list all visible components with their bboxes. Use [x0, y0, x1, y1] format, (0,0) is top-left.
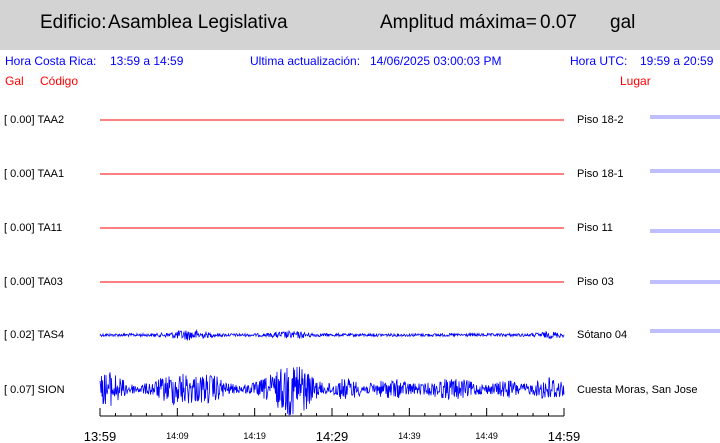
header-bar: Edificio: Asamblea Legislativa Amplitud … [0, 0, 720, 50]
side-marker [650, 115, 720, 119]
row-label-tas4: [ 0.02] TAS4 [4, 329, 65, 341]
amplitude-value: 0.07 [540, 12, 577, 33]
trace-sion [99, 366, 565, 416]
side-marker [650, 169, 720, 173]
amplitude-label: Amplitud máxima= [380, 12, 537, 33]
utc-time-range: 19:59 a 20:59 [640, 54, 714, 68]
x-tick-label-minor: 14:39 [398, 431, 421, 441]
update-label: Ultima actualización: [250, 54, 361, 68]
building-name: Asamblea Legislativa [108, 12, 288, 33]
row-label-taa2: [ 0.00] TAA2 [4, 114, 65, 126]
row-place-ta03: Piso 03 [577, 276, 614, 288]
x-tick-label-minor: 14:19 [243, 431, 266, 441]
side-marker [650, 329, 720, 333]
row-label-sion: [ 0.07] SION [4, 384, 65, 396]
row-label-ta11: [ 0.00] TA11 [4, 222, 63, 234]
row-place-tas4: Sótano 04 [577, 329, 628, 341]
x-tick-label-major: 13:59 [84, 429, 117, 443]
side-marker [650, 229, 720, 233]
row-label-ta03: [ 0.00] TA03 [4, 276, 63, 288]
x-tick-label-minor: 14:49 [475, 431, 498, 441]
row-place-taa1: Piso 18-1 [577, 168, 624, 180]
x-tick-label-major: 14:29 [316, 429, 349, 443]
x-tick-label-minor: 14:09 [166, 431, 189, 441]
x-tick-label-major: 14:59 [548, 429, 581, 443]
gal-column-header: Gal [5, 74, 24, 88]
local-time-label: Hora Costa Rica: [5, 54, 97, 68]
row-label-taa1: [ 0.00] TAA1 [4, 168, 65, 180]
update-value: 14/06/2025 03:00:03 PM [370, 54, 502, 68]
place-column-header: Lugar [620, 74, 651, 88]
local-time-range: 13:59 a 14:59 [110, 54, 184, 68]
amplitude-unit: gal [610, 12, 636, 33]
row-place-sion: Cuesta Moras, San Jose [577, 384, 698, 396]
row-place-taa2: Piso 18-2 [577, 114, 624, 126]
building-label: Edificio: [40, 12, 107, 33]
code-column-header: Código [40, 74, 79, 88]
row-place-ta11: Piso 11 [577, 222, 613, 234]
side-marker [650, 280, 720, 284]
utc-time-label: Hora UTC: [570, 54, 628, 68]
trace-tas4 [99, 329, 565, 341]
